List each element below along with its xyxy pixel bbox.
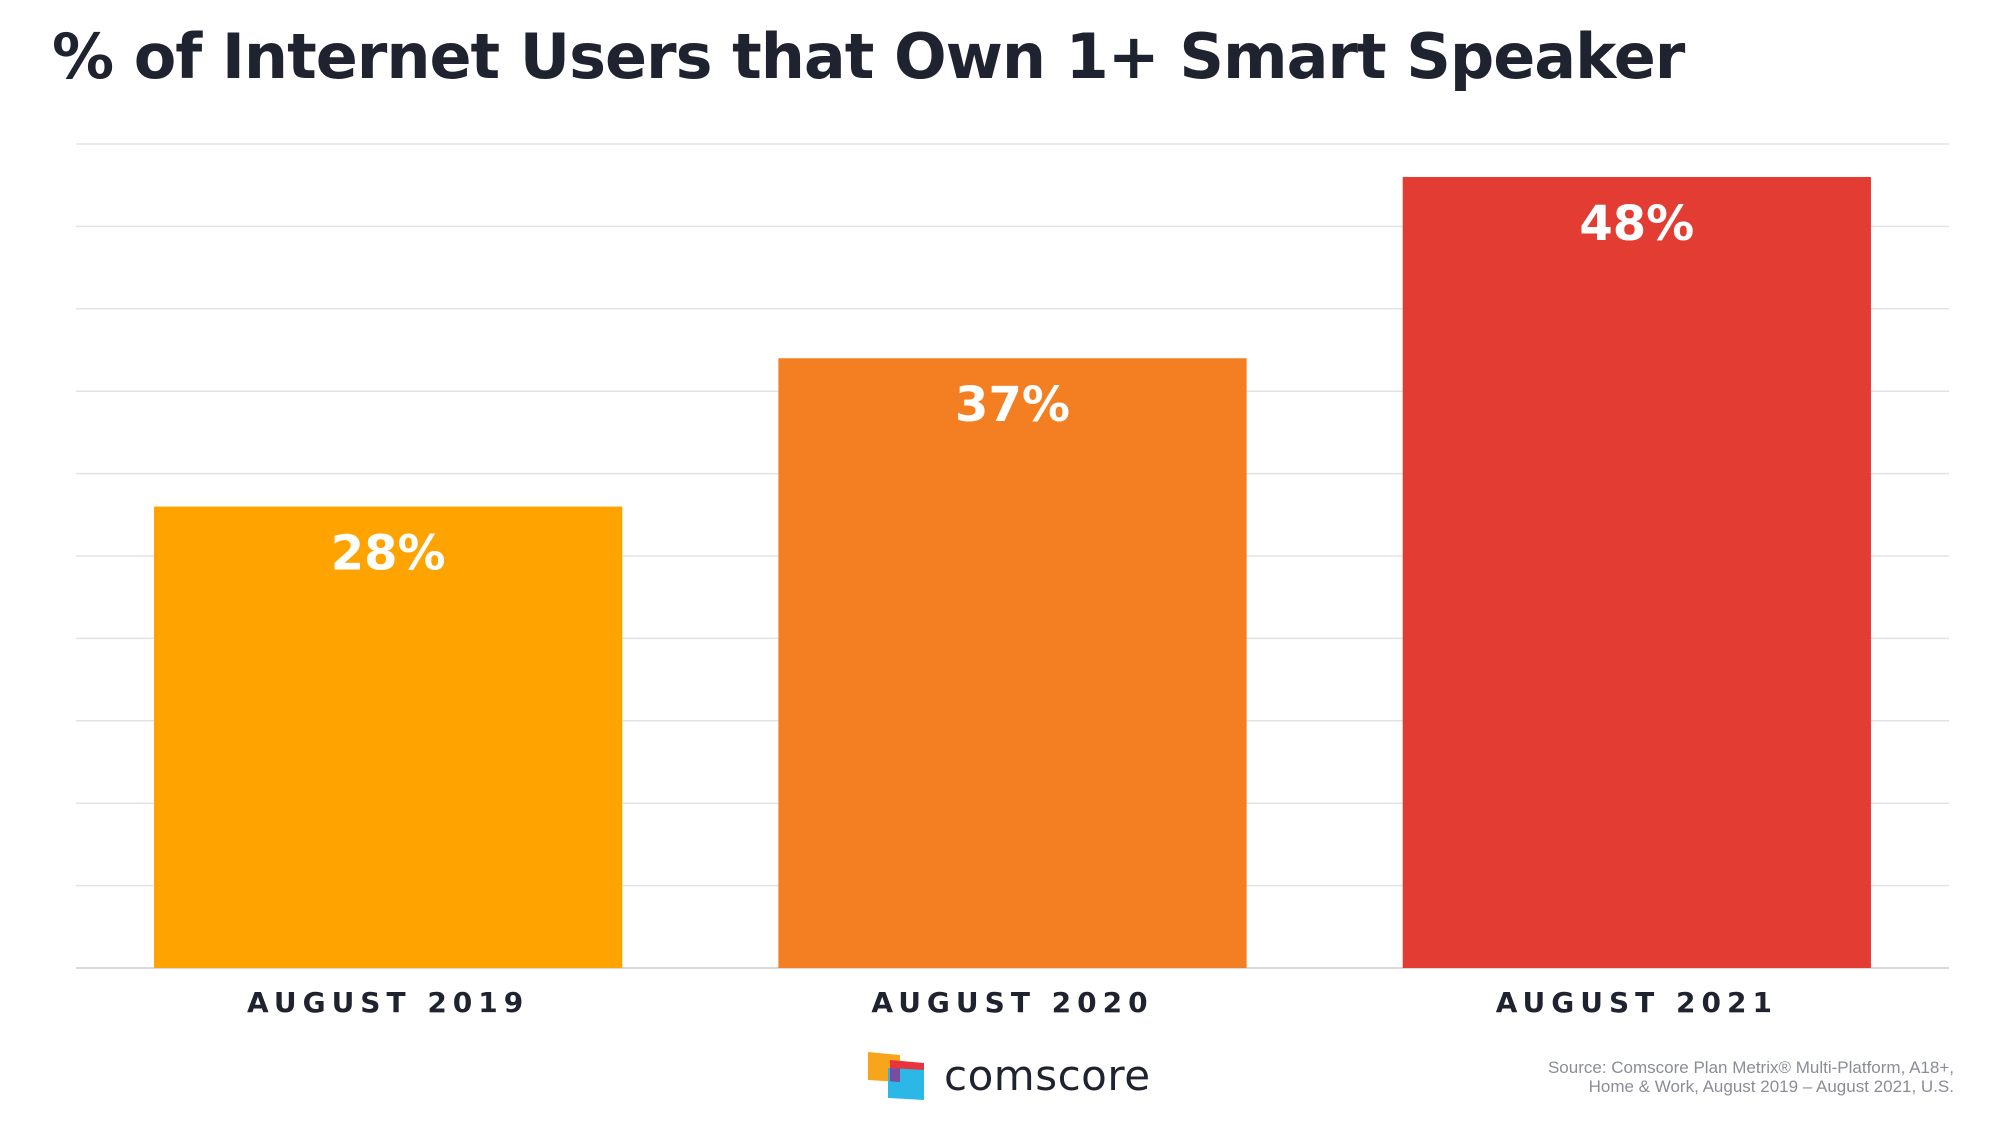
bars	[154, 176, 1871, 968]
source-note: Source: Comscore Plan Metrix® Multi-Plat…	[1434, 1058, 1954, 1096]
bar-1	[154, 506, 623, 968]
x-tick-label-2: AUGUST 2020	[871, 986, 1153, 1019]
data-labels: 28% 37% 48%	[331, 196, 1695, 582]
source-line-1: Source: Comscore Plan Metrix® Multi-Plat…	[1547, 1058, 1954, 1077]
bar-2	[778, 358, 1247, 968]
x-tick-label-3: AUGUST 2021	[1496, 986, 1778, 1019]
source-line-2: Home & Work, August 2019 – August 2021, …	[1588, 1077, 1954, 1096]
chart-title: % of Internet Users that Own 1+ Smart Sp…	[52, 20, 1685, 93]
data-label-3: 48%	[1579, 196, 1694, 252]
comscore-logo-text: comscore	[944, 1051, 1151, 1100]
comscore-logo-icon	[868, 1052, 924, 1100]
bar-3	[1402, 176, 1871, 968]
data-label-1: 28%	[331, 526, 446, 582]
x-tick-label-1: AUGUST 2019	[247, 986, 529, 1019]
data-label-2: 37%	[955, 377, 1070, 433]
x-tick-labels: AUGUST 2019 AUGUST 2020 AUGUST 2021	[247, 986, 1778, 1019]
